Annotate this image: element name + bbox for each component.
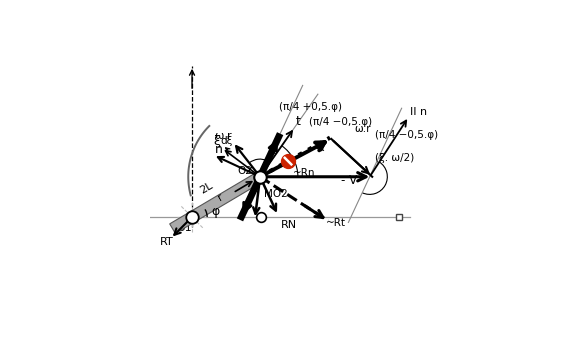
Text: t: t xyxy=(296,115,301,128)
Text: (ξ. ω/2): (ξ. ω/2) xyxy=(375,153,415,163)
Text: (π/4 −0,5.φ): (π/4 −0,5.φ) xyxy=(309,117,372,127)
Text: MO2: MO2 xyxy=(264,189,288,199)
Text: φ: φ xyxy=(211,205,219,218)
Text: (π/4 −0,5.φ): (π/4 −0,5.φ) xyxy=(374,130,438,140)
Text: ω.r: ω.r xyxy=(354,124,371,134)
Text: O1: O1 xyxy=(177,223,192,233)
Polygon shape xyxy=(170,172,263,233)
Text: - V: - V xyxy=(341,174,358,187)
Text: ~Rn: ~Rn xyxy=(293,167,315,177)
Text: dξ: dξ xyxy=(221,136,233,147)
Text: r: r xyxy=(216,192,225,202)
Text: ~Rt: ~Rt xyxy=(325,218,346,228)
Text: ω.r: ω.r xyxy=(214,131,232,141)
Text: 2L: 2L xyxy=(198,181,215,196)
Text: n: n xyxy=(214,143,222,156)
Text: RN: RN xyxy=(281,220,297,230)
Text: O2: O2 xyxy=(237,166,253,175)
Text: (π/4 +0,5.φ): (π/4 +0,5.φ) xyxy=(279,102,342,112)
Text: II n: II n xyxy=(410,107,427,117)
Text: ξ: ξ xyxy=(214,135,221,148)
Text: RT: RT xyxy=(160,237,174,247)
